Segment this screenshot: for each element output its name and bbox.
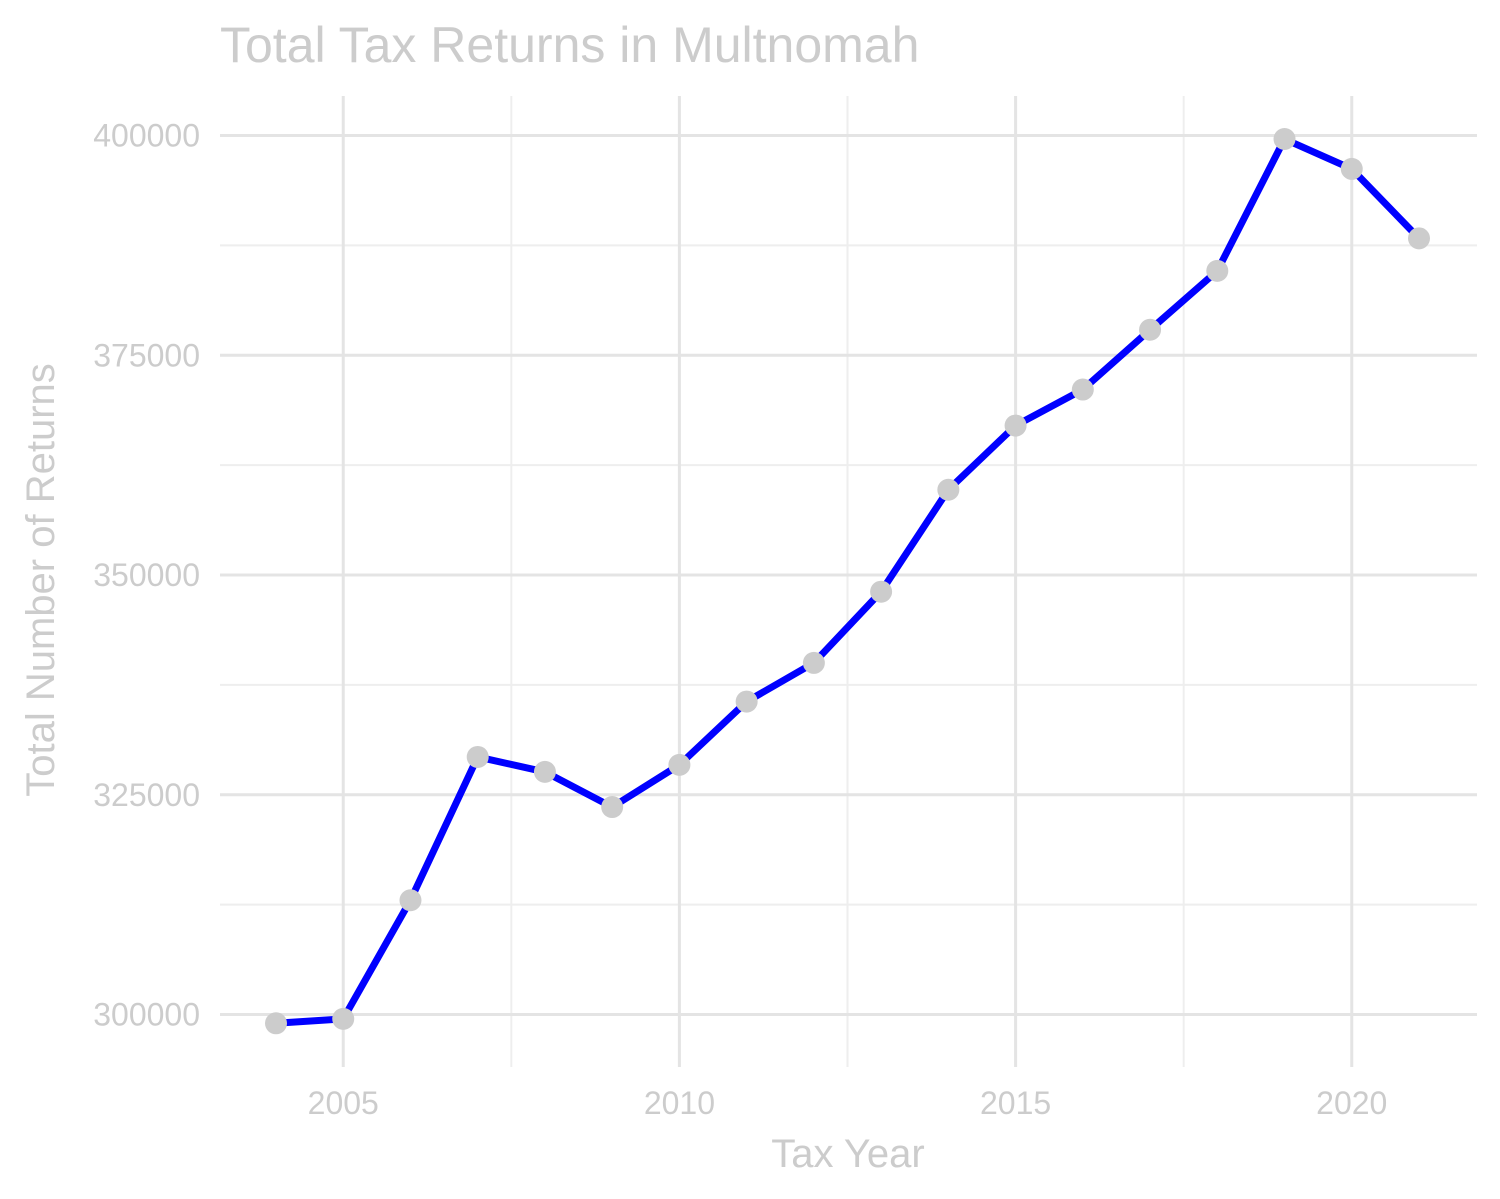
data-point <box>399 889 422 912</box>
data-point <box>332 1007 355 1030</box>
data-point <box>1004 414 1027 437</box>
y-tick-label: 375000 <box>93 337 200 373</box>
data-point <box>466 745 489 768</box>
x-tick-label: 2020 <box>1316 1085 1387 1121</box>
x-axis-title: Tax Year <box>771 1132 924 1176</box>
x-axis-ticks: 2005 2010 2015 2020 <box>308 1085 1388 1121</box>
y-tick-label: 325000 <box>93 777 200 813</box>
data-point <box>870 580 893 603</box>
data-point <box>735 690 758 713</box>
y-axis-title: Total Number of Returns <box>19 363 63 797</box>
data-point <box>265 1012 287 1035</box>
data-point <box>1206 259 1229 282</box>
data-point <box>802 651 825 674</box>
grid <box>220 96 1477 1067</box>
series-line <box>272 135 1423 1027</box>
data-point <box>1340 157 1363 180</box>
x-tick-label: 2010 <box>644 1085 715 1121</box>
data-point <box>1071 378 1094 401</box>
data-point <box>1408 227 1430 250</box>
x-tick-label: 2005 <box>308 1085 379 1121</box>
y-tick-label: 350000 <box>93 557 200 593</box>
chart-title: Total Tax Returns in Multnomah <box>220 17 919 73</box>
data-point <box>1273 128 1296 151</box>
data-point <box>533 760 556 783</box>
x-tick-label: 2015 <box>980 1085 1051 1121</box>
y-tick-label: 400000 <box>93 118 200 154</box>
series-layer <box>265 128 1430 1035</box>
y-axis-ticks: 300000 325000 350000 375000 400000 <box>93 118 200 1033</box>
data-point <box>1139 318 1162 341</box>
y-tick-label: 300000 <box>93 997 200 1033</box>
data-point <box>937 478 960 501</box>
data-point <box>601 796 624 819</box>
data-point <box>668 753 691 776</box>
